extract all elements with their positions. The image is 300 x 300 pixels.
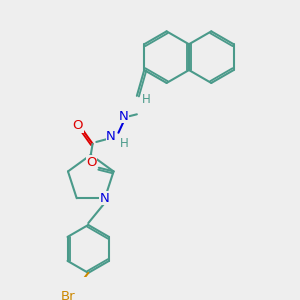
Text: H: H <box>120 137 128 150</box>
Text: N: N <box>119 110 129 123</box>
Text: N: N <box>106 130 116 143</box>
Text: N: N <box>100 192 110 205</box>
Text: O: O <box>86 156 97 169</box>
Text: H: H <box>142 93 151 106</box>
Text: O: O <box>73 119 83 132</box>
Text: Br: Br <box>61 290 75 300</box>
